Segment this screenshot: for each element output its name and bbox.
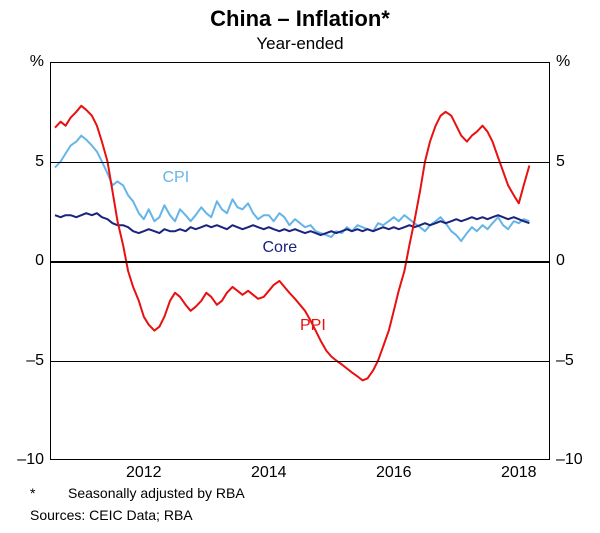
y-unit-left: % xyxy=(14,53,44,71)
footnote-star: * xyxy=(30,485,35,501)
y-tick-left: –5 xyxy=(14,352,44,370)
gridline-y xyxy=(50,361,550,362)
x-tick: 2018 xyxy=(501,464,537,482)
y-tick-right: 5 xyxy=(556,153,586,171)
series-label-core: Core xyxy=(263,239,298,257)
gridline-y xyxy=(50,162,550,163)
y-tick-right: 0 xyxy=(556,252,586,270)
sources-text: Sources: CEIC Data; RBA xyxy=(30,507,193,523)
chart-subtitle: Year-ended xyxy=(0,34,600,54)
footnote-text: Seasonally adjusted by RBA xyxy=(68,485,245,501)
plot-area xyxy=(50,62,550,460)
y-tick-left-min: –10 xyxy=(14,451,44,469)
y-tick-left: 0 xyxy=(14,252,44,270)
series-core xyxy=(55,213,529,235)
y-unit-right: % xyxy=(556,53,586,71)
x-tick: 2012 xyxy=(126,464,162,482)
series-cpi xyxy=(55,136,529,242)
chart-title: China – Inflation* xyxy=(0,6,600,32)
series-label-ppi: PPI xyxy=(300,317,326,335)
x-tick: 2016 xyxy=(376,464,412,482)
series-label-cpi: CPI xyxy=(163,169,190,187)
y-tick-left: 5 xyxy=(14,153,44,171)
y-tick-right-min: –10 xyxy=(556,451,586,469)
y-tick-right: –5 xyxy=(556,352,586,370)
gridline-y xyxy=(50,261,550,263)
x-tick: 2014 xyxy=(251,464,287,482)
